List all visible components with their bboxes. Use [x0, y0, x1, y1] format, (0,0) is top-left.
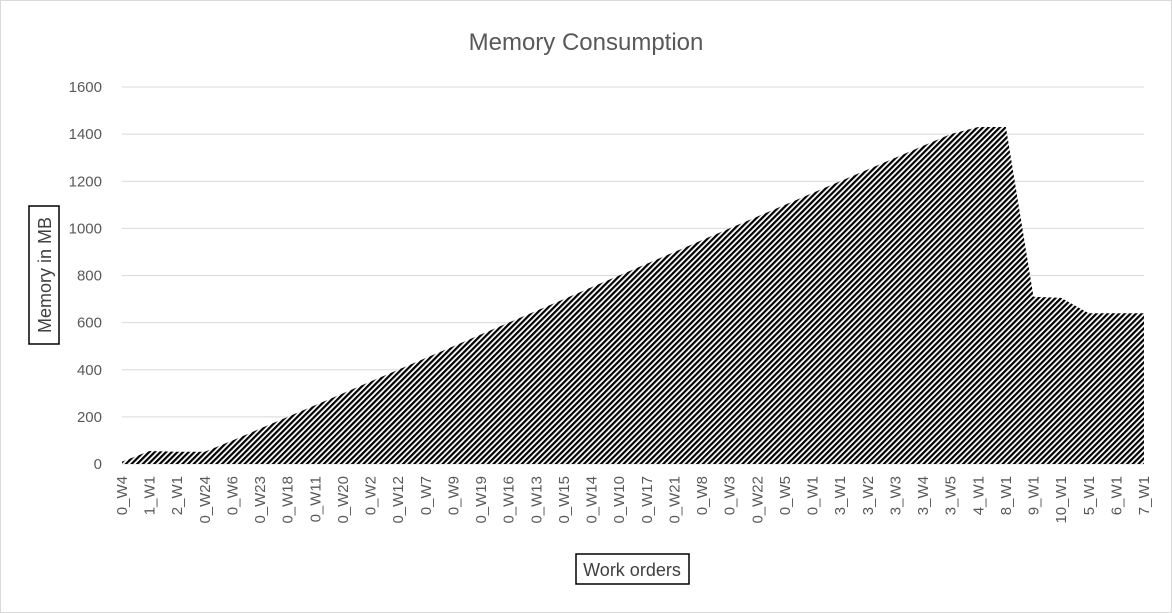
x-tick-label: 3_W2 — [860, 476, 877, 515]
y-tick-label: 400 — [77, 362, 102, 379]
x-tick-label: 0_W11 — [307, 476, 324, 522]
x-tick-label: 3_W5 — [943, 476, 960, 515]
x-tick-label: 0_W8 — [694, 476, 711, 515]
x-tick-label: 3_W1 — [832, 476, 849, 515]
x-tick-label: 9_W1 — [1026, 476, 1043, 515]
y-tick-label: 200 — [77, 409, 102, 426]
y-axis-label: Memory in MB — [35, 217, 55, 333]
x-tick-label: 3_W4 — [915, 476, 932, 515]
x-tick-label: 0_W23 — [252, 476, 269, 524]
y-tick-label: 800 — [77, 268, 102, 285]
x-tick-label: 0_W1 — [805, 476, 822, 515]
x-tick-label: 0_W12 — [390, 476, 407, 524]
area-series-memory — [122, 127, 1144, 465]
x-tick-label: 6_W1 — [1108, 476, 1125, 515]
x-axis-label-box — [575, 553, 690, 585]
x-tick-label: 0_W21 — [666, 476, 683, 524]
x-tick-label: 0_W18 — [280, 476, 297, 524]
y-tick-label: 0 — [94, 456, 102, 473]
x-tick-label: 8_W1 — [998, 476, 1015, 515]
x-tick-label: 5_W1 — [1081, 476, 1098, 515]
x-tick-label: 0_W24 — [197, 476, 214, 524]
x-tick-label: 0_W9 — [445, 476, 462, 515]
x-tick-label: 4_W1 — [970, 476, 987, 515]
chart-title: Memory Consumption — [469, 29, 704, 56]
x-tick-label: 0_W22 — [749, 476, 766, 524]
x-tick-label: 0_W19 — [473, 476, 490, 524]
y-tick-label: 600 — [77, 315, 102, 332]
x-axis-label: Work orders — [583, 560, 681, 580]
y-axis-label-box — [28, 205, 60, 345]
x-tick-label: 10_W1 — [1053, 476, 1070, 524]
x-tick-label: 0_W17 — [639, 476, 656, 524]
x-tick-label: 0_W15 — [556, 476, 573, 524]
x-tick-label: 0_W7 — [418, 476, 435, 515]
x-tick-label: 0_W20 — [335, 476, 352, 524]
x-tick-label: 0_W13 — [528, 476, 545, 524]
x-tick-label: 3_W3 — [887, 476, 904, 515]
x-tick-label: 7_W1 — [1136, 476, 1153, 515]
x-tick-label: 0_W4 — [114, 476, 131, 515]
x-tick-label: 0_W14 — [584, 476, 601, 524]
x-tick-label: 0_W2 — [363, 476, 380, 515]
y-tick-label: 1400 — [69, 126, 102, 143]
x-tick-label: 0_W3 — [722, 476, 739, 515]
x-tick-label: 0_W5 — [777, 476, 794, 515]
x-tick-label: 1_W1 — [142, 476, 159, 515]
x-tick-label: 0_W6 — [224, 476, 241, 515]
x-tick-label: 0_W10 — [611, 476, 628, 524]
x-tick-label: 0_W16 — [501, 476, 518, 524]
y-tick-label: 1600 — [69, 79, 102, 96]
x-tick-label: 2_W1 — [169, 476, 186, 515]
y-tick-label: 1000 — [69, 220, 102, 237]
y-tick-label: 1200 — [69, 173, 102, 190]
